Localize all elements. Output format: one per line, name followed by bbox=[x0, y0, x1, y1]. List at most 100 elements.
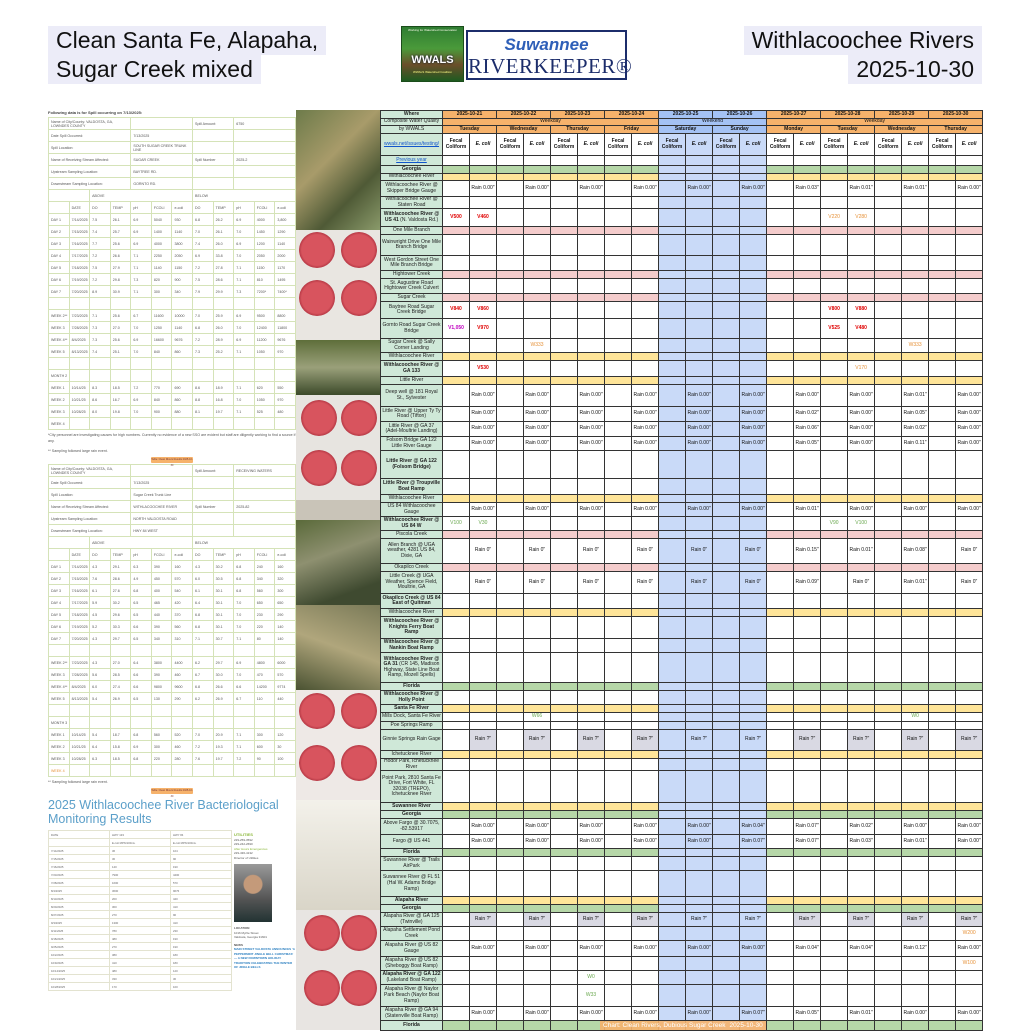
monitoring-cell: 1600 bbox=[109, 878, 171, 887]
phone-2[interactable]: 229-242-2690 bbox=[234, 842, 253, 846]
monitoring-cell: 8/27/2025 bbox=[48, 910, 110, 919]
e-coli-cell bbox=[955, 155, 984, 166]
petri-dish-image bbox=[304, 915, 340, 951]
e-coli-header: E. coli bbox=[523, 133, 552, 156]
fecal-coliform-cell bbox=[712, 1006, 741, 1022]
location-detail: (Lakeland Boat Ramp) bbox=[386, 976, 437, 983]
spill-data-cell bbox=[68, 417, 91, 430]
fecal-coliform-cell bbox=[496, 616, 525, 640]
fecal-coliform-cell bbox=[712, 352, 741, 362]
location-cell[interactable]: Previous year bbox=[380, 155, 443, 166]
fecal-coliform-cell bbox=[928, 652, 957, 684]
fecal-coliform-cell bbox=[712, 810, 741, 820]
monitoring-cell: 9/3/2025 bbox=[48, 918, 110, 927]
location-name: Piscola Creek bbox=[396, 530, 427, 537]
fecal-coliform-cell bbox=[550, 848, 579, 858]
spill-data-cell: 4.5 bbox=[89, 608, 111, 621]
spill-data-cell: 27.0 bbox=[109, 321, 132, 334]
sample-value: W333 bbox=[901, 338, 930, 354]
column-header bbox=[48, 201, 70, 214]
rain-cell: Rain 0.02" bbox=[901, 421, 930, 438]
rain-cell: Rain 0.00" bbox=[847, 502, 876, 518]
spill-data-cell bbox=[109, 369, 132, 382]
spill-data-cell: 7.2 bbox=[192, 740, 214, 753]
fecal-coliform-cell bbox=[874, 856, 903, 872]
fecal-coliform-cell bbox=[550, 155, 579, 166]
e-coli-header: E. coli bbox=[577, 133, 606, 156]
location-heading: LOCATION bbox=[234, 926, 250, 930]
weekday-header: Tuesday bbox=[441, 125, 498, 134]
fecal-coliform-cell bbox=[442, 376, 470, 386]
table-row: Suwannee River @ FL 51 (Hal W. Adams Bri… bbox=[380, 870, 984, 898]
e-coli-cell bbox=[685, 195, 714, 210]
e-coli-cell bbox=[739, 690, 768, 706]
rain-cell: Rain 0.00" bbox=[523, 384, 552, 408]
news-link[interactable]: MAIN STREET VALDOSTA ANNOUNCES 'A PEPPER… bbox=[234, 947, 295, 969]
spill-data-cell: 6.6 bbox=[130, 680, 152, 693]
e-coli-cell bbox=[523, 226, 552, 236]
rain-cell: Rain 0.00" bbox=[468, 818, 498, 836]
e-coli-cell bbox=[739, 226, 768, 236]
headline-line-1: Clean Santa Fe, Alapaha, bbox=[48, 26, 327, 55]
monitoring-cell: 330 bbox=[109, 974, 171, 983]
spill-data-cell: 8.6 bbox=[192, 381, 214, 394]
rain-cell: Rain 0.01" bbox=[847, 180, 876, 197]
e-coli-cell bbox=[739, 173, 768, 181]
fecal-coliform-cell bbox=[604, 616, 633, 640]
testing-link[interactable]: wwals.net/issues/testing/ bbox=[380, 133, 443, 156]
e-coli-cell bbox=[685, 712, 714, 723]
fecal-coliform-cell bbox=[820, 352, 849, 362]
phone-3[interactable]: 229-436-4132 bbox=[234, 851, 253, 855]
e-coli-cell bbox=[631, 338, 660, 354]
fecal-coliform-cell bbox=[550, 616, 579, 640]
rain-cell: Rain 0" bbox=[739, 538, 768, 565]
fecal-coliform-cell bbox=[928, 758, 957, 772]
fecal-coliform-cell bbox=[604, 384, 633, 408]
fecal-coliform-cell bbox=[874, 1020, 903, 1031]
header-measure-row: wwals.net/issues/testing/Fecal Coliform E… bbox=[380, 133, 984, 156]
fecal-coliform-cell bbox=[658, 712, 687, 723]
location-name[interactable]: Previous year bbox=[396, 156, 427, 163]
fecal-coliform-cell bbox=[874, 712, 903, 723]
location-name: Sugar Creek @ Sally Corner Landing bbox=[388, 339, 435, 351]
e-coli-cell bbox=[577, 652, 606, 684]
monitoring-cell: 30 bbox=[109, 854, 171, 863]
fecal-coliform-cell bbox=[766, 563, 795, 573]
e-coli-cell bbox=[739, 165, 768, 174]
spill-data-cell bbox=[192, 297, 214, 310]
below-label: BELOW bbox=[192, 536, 296, 549]
spill-data-cell: 300 bbox=[253, 728, 276, 741]
monitoring-cell: 120 bbox=[170, 966, 232, 975]
monitoring-row: 7/16/2025 140 190 bbox=[48, 862, 232, 871]
spill-data-cell: 10000 bbox=[171, 309, 194, 322]
fecal-coliform-cell bbox=[874, 173, 903, 181]
fecal-coliform-cell bbox=[766, 810, 795, 820]
spill-data-cell: 27.6 bbox=[109, 584, 132, 597]
spill-info-cell: Spill Amount: bbox=[192, 464, 235, 477]
spill-data-cell bbox=[212, 644, 235, 657]
location-name: Little River @ GA 37 (Adel-Moultrie Land… bbox=[385, 422, 438, 435]
e-coli-cell bbox=[901, 758, 930, 772]
table-row: Withlacoochee River @ Nankin Boat Ramp bbox=[380, 638, 984, 654]
fecal-coliform-cell bbox=[928, 155, 957, 166]
spill-data-cell: 7/20/2025 bbox=[68, 632, 91, 645]
location-name: Withlacoochee River @ Skipper Bridge Gau… bbox=[385, 181, 438, 194]
e-coli-cell bbox=[955, 896, 984, 906]
e-coli-cell bbox=[685, 155, 714, 166]
e-coli-cell bbox=[793, 896, 822, 906]
fecal-coliform-cell bbox=[712, 770, 741, 804]
monitoring-row: 8/13/2025 200 440 bbox=[48, 894, 232, 903]
fecal-coliform-cell bbox=[550, 758, 579, 772]
e-coli-cell bbox=[523, 956, 552, 972]
spill-info-cell: SOUTH SUGAR CREEK TRUNK LINE bbox=[130, 141, 194, 154]
spill-data-cell: 4.3 bbox=[89, 560, 111, 573]
fecal-coliform-cell bbox=[442, 712, 470, 723]
spill-data-cell: 4800 bbox=[253, 656, 276, 669]
spill-data-row: DAY 2 7/15/2025 7.6 28.6 4.9 450 570 6.0 30.5 6.8… bbox=[48, 572, 296, 585]
fecal-coliform-cell bbox=[820, 810, 849, 820]
spill-data-cell: 120 bbox=[274, 728, 296, 741]
phone-1[interactable]: 229-259-3592 bbox=[234, 837, 253, 842]
spill-data-cell: 25.6 bbox=[109, 333, 132, 346]
fecal-coliform-cell bbox=[442, 721, 470, 731]
spill-info-row: Name of Receiving Stream Affected: WITHLA… bbox=[48, 500, 296, 513]
